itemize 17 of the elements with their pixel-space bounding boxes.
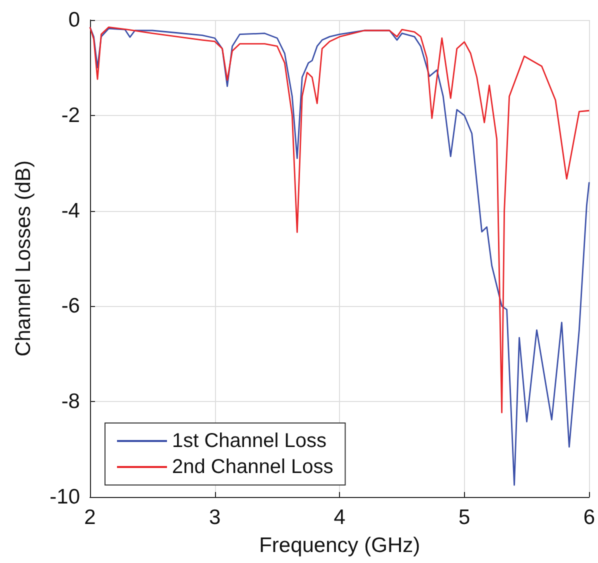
legend-label: 1st Channel Loss <box>172 430 327 452</box>
y-tick-label: -6 <box>61 294 80 318</box>
y-axis-title: Channel Losses (dB) <box>12 160 35 357</box>
y-tick-label: -2 <box>61 104 80 127</box>
y-tick-label: -10 <box>50 486 80 508</box>
line-series <box>89 26 590 414</box>
y-tick-label: 0 <box>68 8 80 32</box>
x-tick-label: 2 <box>84 506 96 529</box>
x-tick-label: 5 <box>458 506 470 529</box>
line-series <box>89 26 590 486</box>
x-tick-label: 6 <box>583 506 596 529</box>
x-tick-label: 4 <box>334 506 346 529</box>
y-tick-label: -4 <box>61 199 80 222</box>
y-tick-label: -8 <box>61 390 80 414</box>
x-tick-label: 3 <box>208 506 221 529</box>
x-axis-title: Frequency (GHz) <box>259 534 420 557</box>
legend-label: 2nd Channel Loss <box>172 456 334 478</box>
